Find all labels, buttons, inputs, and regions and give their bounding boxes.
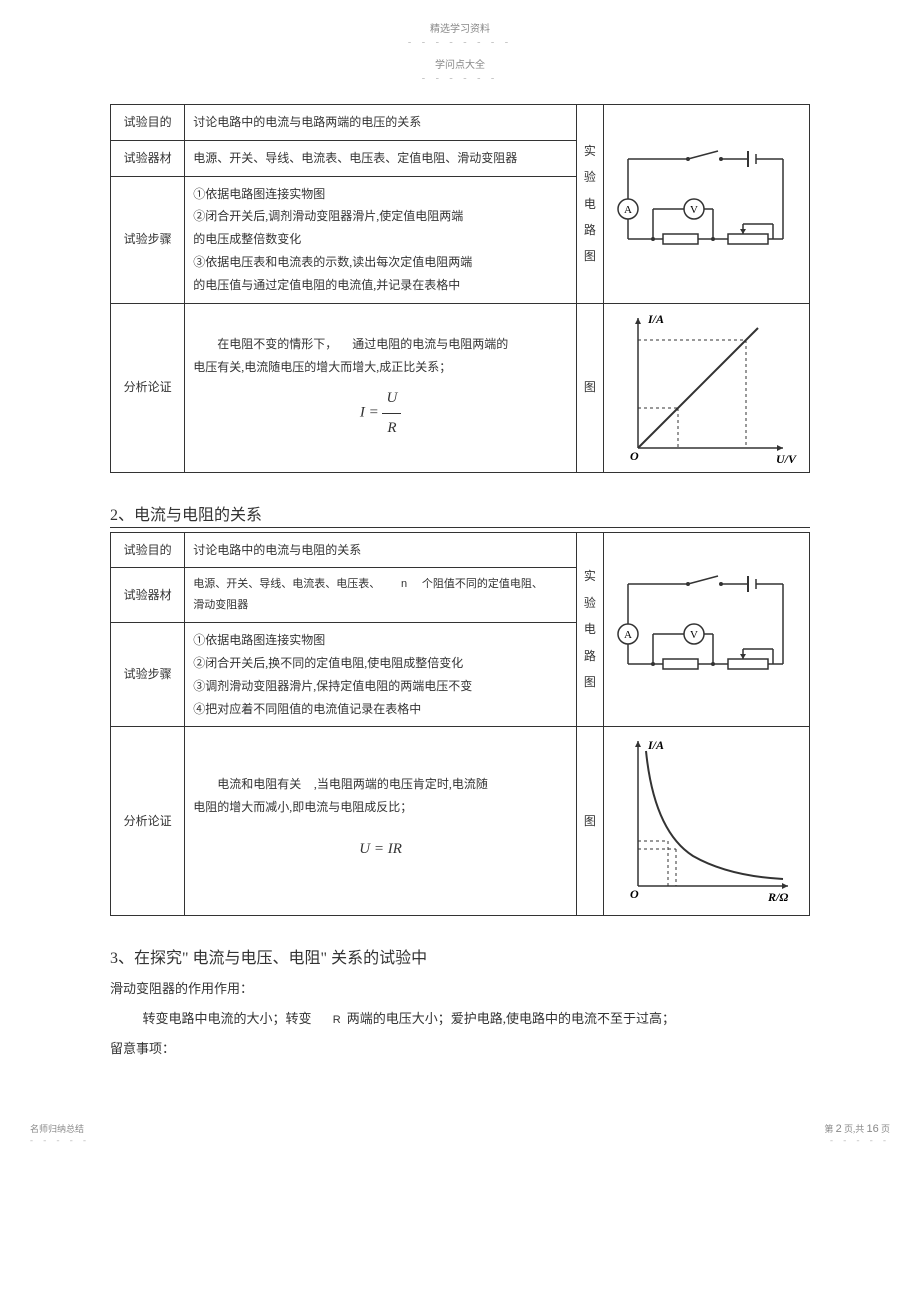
- t1-r3-content: ①依据电路图连接实物图 ②闭合开关后,调剂滑动变阻器滑片,使定值电阻两端 的电压…: [185, 176, 577, 303]
- t2-circuit-diagram: A V: [603, 532, 809, 727]
- t2-r4-content: 电流和电阻有关 ,当电阻两端的电压肯定时,电流随 电阻的增大而减小,即电流与电阻…: [185, 727, 577, 916]
- svg-text:A: A: [624, 629, 632, 641]
- experiment-table-1: 试验目的 讨论电路中的电流与电路两端的电压的关系 实验电路图: [110, 104, 810, 473]
- t1-r4-label: 分析论证: [111, 303, 185, 472]
- t2-r2-label: 试验器材: [111, 568, 185, 623]
- page-footer: 名师归纳总结 - - - - - 第 2 页,共 16 页 - - - - -: [0, 1122, 920, 1145]
- t1-r3-label: 试验步骤: [111, 176, 185, 303]
- t1-graph: I/A U/V O: [603, 303, 809, 472]
- section3-p1: 滑动变阻器的作用作用：: [110, 976, 810, 1002]
- section3-p2: 转变电路中电流的大小；转变 R两端的电压大小；爱护电路,使电路中的电流不至于过高…: [110, 1006, 810, 1032]
- t2-r3-label: 试验步骤: [111, 623, 185, 727]
- t1-circuit-diagram: A V: [603, 105, 809, 304]
- svg-text:V: V: [690, 204, 698, 216]
- t2-r3-content: ①依据电路图连接实物图 ②闭合开关后,换不同的定值电阻,使电阻成整倍变化 ③调剂…: [185, 623, 577, 727]
- svg-text:V: V: [690, 629, 698, 641]
- svg-text:O: O: [630, 887, 639, 901]
- section3-title: 3、在探究" 电流与电压、电阻" 关系的试验中: [110, 944, 810, 968]
- t2-graph: I/A R/Ω O: [603, 727, 809, 916]
- t2-circuit-label: 实验电路图: [576, 532, 603, 727]
- t1-r1-content: 讨论电路中的电流与电路两端的电压的关系: [185, 105, 577, 141]
- svg-text:U/V: U/V: [776, 452, 797, 466]
- svg-text:A: A: [624, 204, 632, 216]
- svg-text:I/A: I/A: [647, 312, 664, 326]
- t1-r4-content: 在电阻不变的情形下， 通过电阻的电流与电阻两端的 电压有关,电流随电压的增大而增…: [185, 303, 577, 472]
- experiment-table-2: 试验目的 讨论电路中的电流与电阻的关系 实验电路图 A: [110, 532, 810, 917]
- t1-circuit-label: 实验电路图: [576, 105, 603, 304]
- t1-r2-content: 电源、开关、导线、电流表、电压表、定值电阻、滑动变阻器: [185, 140, 577, 176]
- t2-r1-content: 讨论电路中的电流与电阻的关系: [185, 532, 577, 568]
- t2-r4-label: 分析论证: [111, 727, 185, 916]
- svg-text:I/A: I/A: [647, 738, 664, 752]
- header-dots2: - - - - - -: [110, 73, 810, 84]
- svg-text:R/Ω: R/Ω: [767, 890, 788, 904]
- t2-r1-label: 试验目的: [111, 532, 185, 568]
- t1-graph-label: 图: [576, 303, 603, 472]
- t1-r2-label: 试验器材: [111, 140, 185, 176]
- section3-p3: 留意事项：: [110, 1036, 810, 1062]
- t1-r1-label: 试验目的: [111, 105, 185, 141]
- t2-r2-content: 电源、开关、导线、电流表、电压表、 n 个阻值不同的定值电阻、 滑动变阻器: [185, 568, 577, 623]
- svg-text:O: O: [630, 449, 639, 463]
- header-top: 精选学习资料: [110, 20, 810, 35]
- section2-title: 2、电流与电阻的关系: [110, 501, 810, 528]
- header-sub: 学问点大全: [110, 56, 810, 71]
- t2-graph-label: 图: [576, 727, 603, 916]
- header-dots: - - - - - - - -: [110, 37, 810, 48]
